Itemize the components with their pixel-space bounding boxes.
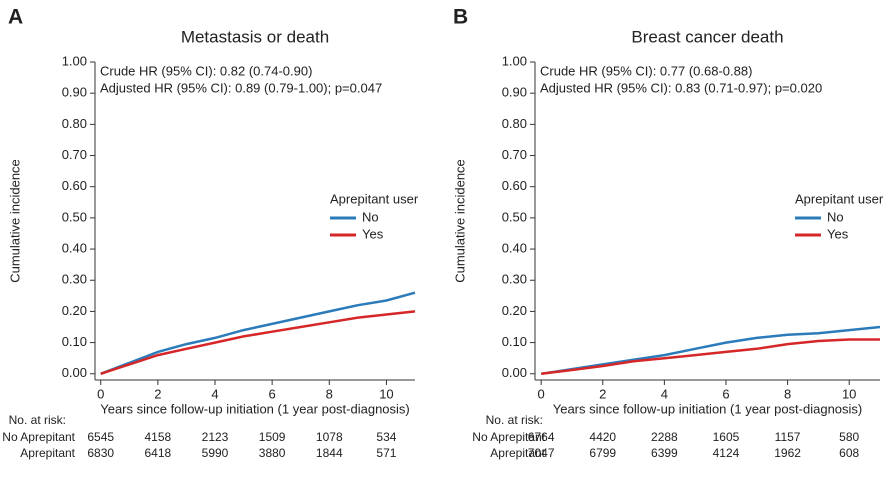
y-tick-label: 0.20 bbox=[502, 303, 527, 318]
y-tick-label: 0.50 bbox=[62, 209, 87, 224]
risk-count: 1844 bbox=[316, 446, 343, 460]
risk-count: 1509 bbox=[259, 430, 286, 444]
risk-count: 4158 bbox=[145, 430, 172, 444]
risk-count: 1962 bbox=[774, 446, 801, 460]
y-tick-label: 0.10 bbox=[62, 334, 87, 349]
risk-count: 1078 bbox=[316, 430, 343, 444]
x-tick-label: 0 bbox=[538, 386, 545, 401]
legend-label: No bbox=[827, 209, 844, 224]
y-tick-label: 0.90 bbox=[62, 85, 87, 100]
risk-count: 571 bbox=[376, 446, 396, 460]
risk-count: 534 bbox=[376, 430, 396, 444]
y-tick-label: 0.30 bbox=[502, 272, 527, 287]
risk-count: 2288 bbox=[651, 430, 678, 444]
panel-label: A bbox=[8, 6, 23, 29]
y-tick-label: 0.90 bbox=[502, 85, 527, 100]
risk-count: 4420 bbox=[589, 430, 616, 444]
y-tick-label: 1.00 bbox=[502, 53, 527, 68]
risk-count: 6799 bbox=[589, 446, 616, 460]
curve bbox=[541, 325, 881, 376]
annotation: Crude HR (95% CI): 0.82 (0.74-0.90) bbox=[100, 63, 312, 78]
y-tick-label: 0.60 bbox=[62, 178, 87, 193]
risk-count: 6418 bbox=[145, 446, 172, 460]
curve bbox=[100, 310, 416, 375]
legend-title: Aprepitant user bbox=[795, 191, 884, 206]
x-axis-label: Years since follow-up initiation (1 year… bbox=[553, 401, 863, 416]
x-tick-label: 8 bbox=[326, 386, 333, 401]
y-tick-label: 0.70 bbox=[502, 147, 527, 162]
x-tick-label: 0 bbox=[97, 386, 104, 401]
risk-count: 580 bbox=[839, 430, 859, 444]
y-tick-label: 0.50 bbox=[502, 209, 527, 224]
y-tick-label: 1.00 bbox=[62, 53, 87, 68]
legend-title: Aprepitant user bbox=[330, 191, 419, 206]
y-tick-label: 0.80 bbox=[502, 116, 527, 131]
annotation: Adjusted HR (95% CI): 0.89 (0.79-1.00); … bbox=[100, 80, 382, 95]
y-tick-label: 0.40 bbox=[502, 240, 527, 255]
legend-label: No bbox=[362, 209, 379, 224]
y-tick-label: 0.10 bbox=[502, 334, 527, 349]
annotation: Adjusted HR (95% CI): 0.83 (0.71-0.97); … bbox=[540, 80, 822, 95]
risk-count: 6545 bbox=[87, 430, 114, 444]
risk-count: 6764 bbox=[528, 430, 555, 444]
x-tick-label: 10 bbox=[379, 386, 393, 401]
risk-row-name: No Aprepitant bbox=[472, 430, 545, 444]
x-axis-label: Years since follow-up initiation (1 year… bbox=[100, 401, 410, 416]
risk-count: 6399 bbox=[651, 446, 678, 460]
x-tick-label: 6 bbox=[269, 386, 276, 401]
y-tick-label: 0.40 bbox=[62, 240, 87, 255]
y-axis-label: Cumulative incidence bbox=[452, 159, 467, 283]
risk-table-label: No. at risk: bbox=[486, 413, 543, 427]
y-tick-label: 0.20 bbox=[62, 303, 87, 318]
y-tick-label: 0.00 bbox=[62, 365, 87, 380]
risk-count: 6830 bbox=[87, 446, 114, 460]
annotation: Crude HR (95% CI): 0.77 (0.68-0.88) bbox=[540, 63, 752, 78]
y-tick-label: 0.30 bbox=[62, 272, 87, 287]
legend-label: Yes bbox=[827, 226, 849, 241]
legend-label: Yes bbox=[362, 226, 384, 241]
x-tick-label: 2 bbox=[599, 386, 606, 401]
x-tick-label: 4 bbox=[211, 386, 218, 401]
chart-title: Breast cancer death bbox=[631, 27, 783, 46]
chart-title: Metastasis or death bbox=[181, 27, 329, 46]
y-tick-label: 0.60 bbox=[502, 178, 527, 193]
risk-count: 7047 bbox=[528, 446, 555, 460]
y-axis-label: Cumulative incidence bbox=[7, 159, 22, 283]
risk-row-name: Aprepitant bbox=[20, 446, 75, 460]
y-tick-label: 0.00 bbox=[502, 365, 527, 380]
risk-count: 2123 bbox=[202, 430, 229, 444]
x-tick-label: 8 bbox=[784, 386, 791, 401]
x-tick-label: 2 bbox=[154, 386, 161, 401]
y-tick-label: 0.80 bbox=[62, 116, 87, 131]
risk-count: 3880 bbox=[259, 446, 286, 460]
panel-label: B bbox=[453, 6, 468, 29]
risk-count: 4124 bbox=[713, 446, 740, 460]
risk-count: 5990 bbox=[202, 446, 229, 460]
x-tick-label: 4 bbox=[661, 386, 668, 401]
risk-count: 1605 bbox=[713, 430, 740, 444]
risk-row-name: Aprepitant bbox=[490, 446, 545, 460]
risk-count: 608 bbox=[839, 446, 859, 460]
curve bbox=[100, 291, 416, 375]
risk-table-label: No. at risk: bbox=[9, 413, 66, 427]
x-tick-label: 10 bbox=[842, 386, 856, 401]
curve bbox=[541, 338, 880, 376]
x-tick-label: 6 bbox=[722, 386, 729, 401]
risk-row-name: No Aprepitant bbox=[2, 430, 75, 444]
risk-count: 1157 bbox=[775, 430, 801, 444]
y-tick-label: 0.70 bbox=[62, 147, 87, 162]
